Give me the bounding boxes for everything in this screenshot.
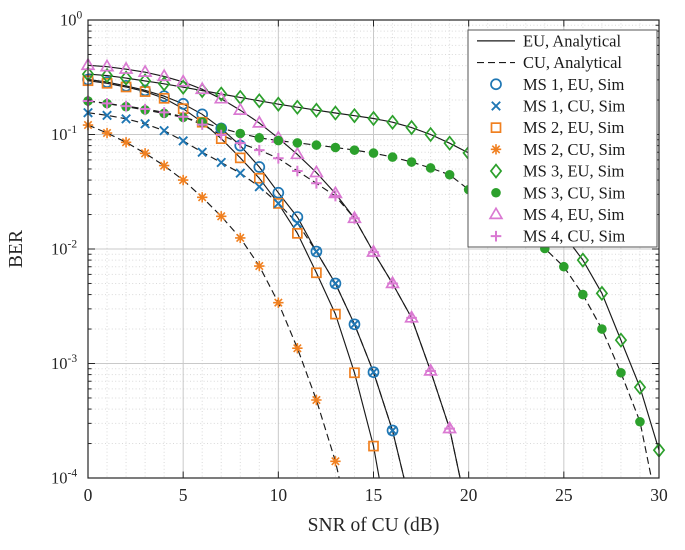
markers-ms1-cu [83,107,398,436]
legend-label: EU, Analytical [523,31,621,50]
legend-label: MS 2, EU, Sim [523,118,624,137]
legend-label: MS 2, CU, Sim [523,140,625,159]
x-tick-label: 15 [365,485,383,505]
legend-label: MS 1, CU, Sim [523,96,625,115]
x-tick-label: 30 [650,485,668,505]
y-axis-label: BER [6,230,27,268]
legend-label: CU, Analytical [523,53,622,72]
legend: EU, Analytical CU, Analytical MS 1, EU, Si… [467,29,658,248]
legend-entry: CU, Analytical [477,53,622,72]
legend-entry: MS 2, EU, Sim [490,118,624,137]
legend-entry: EU, Analytical [477,31,621,50]
axis-ticks [87,19,660,479]
legend-entry: MS 2, CU, Sim [490,140,625,159]
x-tick-label: 0 [84,485,93,505]
x-tick-labels: 0 5 10 15 20 25 30 [84,485,668,505]
y-tick-label: 10-4 [51,468,77,488]
legend-label: MS 3, CU, Sim [523,183,625,202]
y-tick-label: 10-1 [51,124,77,144]
legend-label: MS 4, EU, Sim [523,205,624,224]
y-tick-labels: 100 10-1 10-2 10-3 10-4 [51,10,83,488]
legend-box [467,29,658,248]
markers-ms4-eu [80,57,458,434]
y-tick-label: 100 [60,10,83,30]
x-tick-label: 10 [270,485,288,505]
y-tick-label: 10-2 [51,239,77,259]
x-tick-label: 5 [179,485,188,505]
x-tick-label: 20 [460,485,478,505]
curve-ms1-cu [87,112,405,479]
curve-ms2-cu [87,124,340,479]
x-tick-label: 25 [555,485,573,505]
legend-entry: MS 1, EU, Sim [490,75,624,94]
legend-label: MS 1, EU, Sim [523,75,624,94]
legend-entry: MS 3, EU, Sim [489,162,624,181]
legend-entry: MS 1, CU, Sim [491,96,625,115]
legend-label: MS 3, EU, Sim [523,162,624,181]
legend-entry: MS 4, EU, Sim [488,205,624,224]
x-axis-label: SNR of CU (dB) [308,515,440,536]
legend-entry: MS 4, CU, Sim [490,227,625,246]
curve-ms2-eu [87,80,380,479]
legend-label: MS 4, CU, Sim [523,227,625,246]
legend-entry: MS 3, CU, Sim [491,183,625,202]
y-tick-label: 10-3 [51,353,77,373]
